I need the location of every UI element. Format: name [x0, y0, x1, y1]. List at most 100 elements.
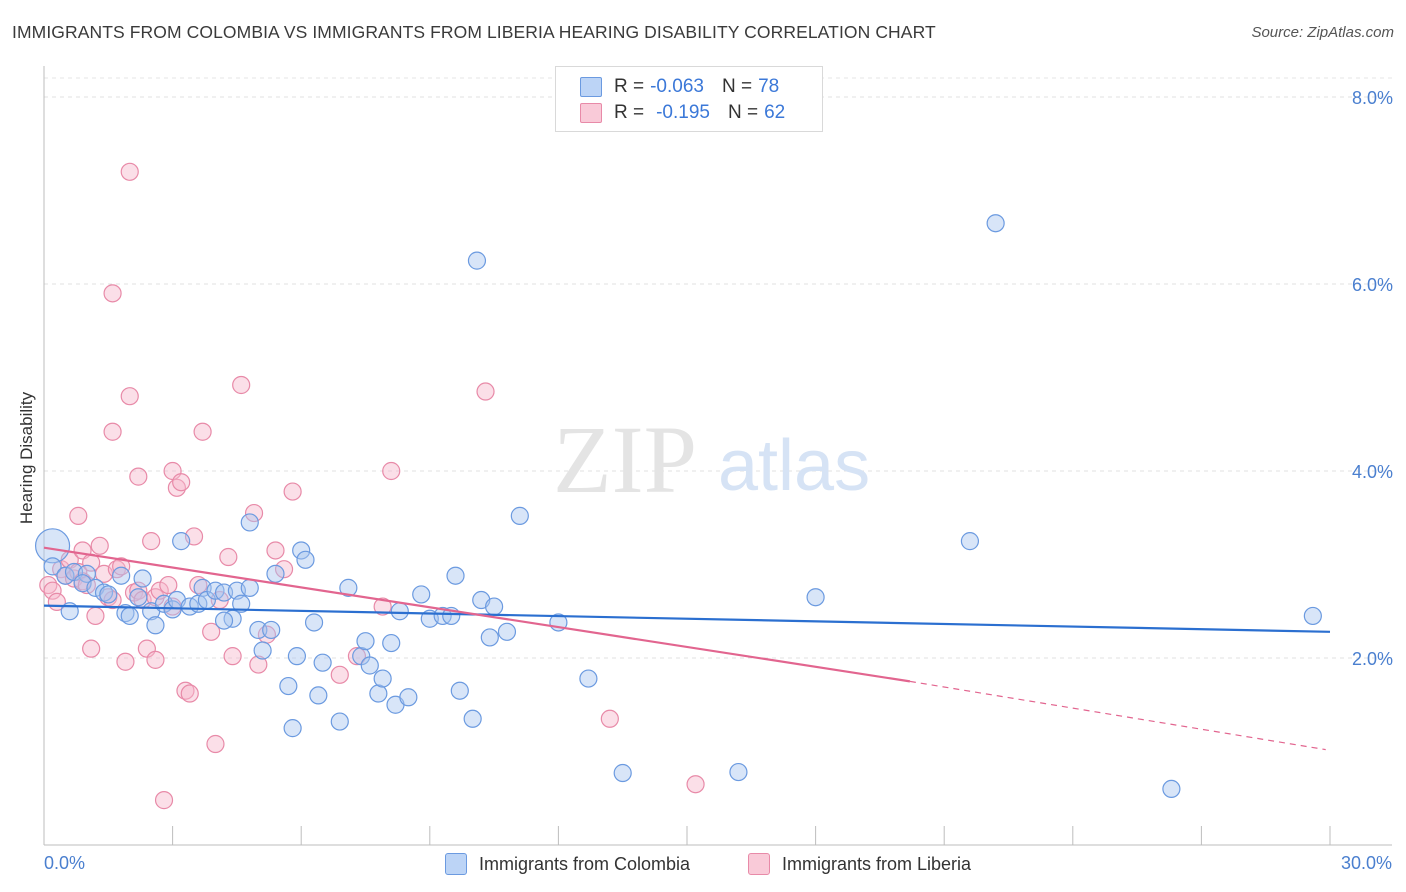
liberia-point — [202, 622, 221, 641]
y-tick-label: 8.0% — [1352, 88, 1393, 108]
liberia-point — [154, 791, 174, 810]
legend-n-label: N = — [721, 76, 753, 97]
colombia-point — [232, 594, 251, 613]
liberia-point — [120, 387, 139, 406]
liberia-point — [206, 734, 225, 754]
liberia-point — [86, 606, 105, 626]
legend-row-colombia: R = -0.063 N = 78 — [580, 75, 779, 99]
liberia-point — [112, 557, 131, 576]
liberia-point — [103, 284, 122, 303]
liberia-point — [476, 382, 495, 401]
legend-r-label: R = — [614, 102, 645, 123]
bottom-legend-swatch-colombia — [445, 853, 467, 875]
colombia-point — [146, 616, 165, 635]
colombia-point — [99, 585, 118, 604]
colombia-point — [283, 719, 302, 738]
colombia-point — [579, 669, 598, 688]
liberia-point — [120, 162, 139, 181]
liberia-point — [244, 503, 264, 523]
colombia-point — [43, 557, 62, 576]
liberia-point — [116, 652, 135, 671]
bottom-legend-colombia: Immigrants from Colombia — [445, 851, 690, 877]
axes — [43, 66, 1392, 846]
y-tick-label: 4.0% — [1352, 462, 1393, 482]
liberia-point — [146, 650, 165, 669]
liberia-point — [686, 775, 705, 794]
colombia-point — [34, 528, 71, 564]
colombia-point — [296, 550, 315, 569]
legend-r-value-colombia: -0.063 — [650, 76, 704, 97]
liberia-point — [172, 473, 191, 492]
colombia-point — [729, 762, 748, 782]
colombia-point — [330, 712, 349, 731]
colombia-point — [485, 597, 504, 616]
chart-title: IMMIGRANTS FROM COLOMBIA VS IMMIGRANTS F… — [12, 22, 936, 42]
liberia-point — [600, 709, 619, 728]
colombia-point — [399, 688, 418, 707]
liberia-point — [274, 560, 294, 579]
colombia-point — [446, 566, 465, 585]
bottom-legend-swatch-liberia — [748, 853, 770, 875]
x-tick-label-min: 0.0% — [44, 853, 85, 873]
colombia-point — [806, 588, 825, 607]
liberia-point — [90, 536, 109, 555]
colombia-point — [356, 632, 375, 651]
legend-r-value-liberia: -0.195 — [656, 102, 710, 123]
liberia-point — [82, 639, 101, 658]
legend-n-value-colombia: 78 — [758, 76, 780, 97]
liberia-point — [249, 655, 268, 674]
liberia-point — [373, 597, 392, 616]
liberia-trend-line — [43, 546, 911, 683]
grid-lines — [44, 77, 1392, 659]
colombia-point — [262, 620, 281, 640]
colombia-point — [120, 606, 139, 626]
legend-swatch-liberia — [580, 103, 602, 123]
colombia-point — [112, 566, 131, 585]
colombia-point — [986, 214, 1005, 233]
bottom-legend-label-colombia: Immigrants from Colombia — [479, 853, 691, 874]
colombia-point — [497, 622, 517, 641]
colombia-point — [1162, 779, 1181, 799]
colombia-point — [313, 653, 332, 672]
colombia-trend-line — [43, 604, 1331, 633]
legend: R = -0.063 N = 78 R = -0.195 N = 62 — [555, 66, 823, 132]
legend-swatch-colombia — [580, 77, 602, 97]
liberia-point — [266, 541, 285, 560]
colombia-point — [253, 641, 272, 660]
colombia-point — [450, 681, 469, 700]
colombia-point — [463, 709, 482, 728]
colombia-point — [77, 564, 96, 583]
legend-r-label: R = — [614, 76, 645, 97]
liberia-point — [159, 575, 178, 595]
colombia-point — [339, 578, 358, 597]
liberia-point — [129, 467, 148, 486]
watermark-zip: ZIP — [553, 406, 697, 513]
colombia-point — [360, 656, 379, 675]
colombia-point — [214, 611, 234, 630]
colombia-point — [287, 647, 307, 666]
legend-n-value-liberia: 62 — [764, 102, 786, 123]
colombia-point — [240, 513, 259, 532]
liberia-trend-line-dashed — [909, 680, 1326, 751]
liberia-point — [43, 581, 62, 600]
liberia-point — [382, 461, 401, 481]
bottom-legend-liberia: Immigrants from Liberia — [748, 851, 971, 877]
bottom-legend-label-liberia: Immigrants from Liberia — [782, 853, 972, 874]
y-tick-label: 6.0% — [1352, 275, 1393, 295]
colombia-point — [960, 532, 980, 551]
colombia-point — [309, 686, 328, 705]
colombia-point — [613, 763, 632, 783]
watermark-atlas: atlas — [718, 426, 870, 506]
colombia-point — [240, 578, 259, 597]
liberia-point — [330, 665, 349, 684]
y-tick-labels: 2.0% 4.0% 6.0% 8.0% — [1352, 88, 1393, 669]
y-axis-label: Hearing Disability — [17, 391, 36, 524]
colombia-point — [390, 602, 409, 621]
legend-row-liberia: R = -0.195 N = 62 — [580, 101, 785, 125]
source-label: Source: ZipAtlas.com — [1251, 24, 1394, 41]
liberia-point — [180, 684, 199, 703]
liberia-point — [142, 532, 161, 551]
colombia-point — [292, 541, 311, 560]
liberia-point — [283, 482, 302, 501]
